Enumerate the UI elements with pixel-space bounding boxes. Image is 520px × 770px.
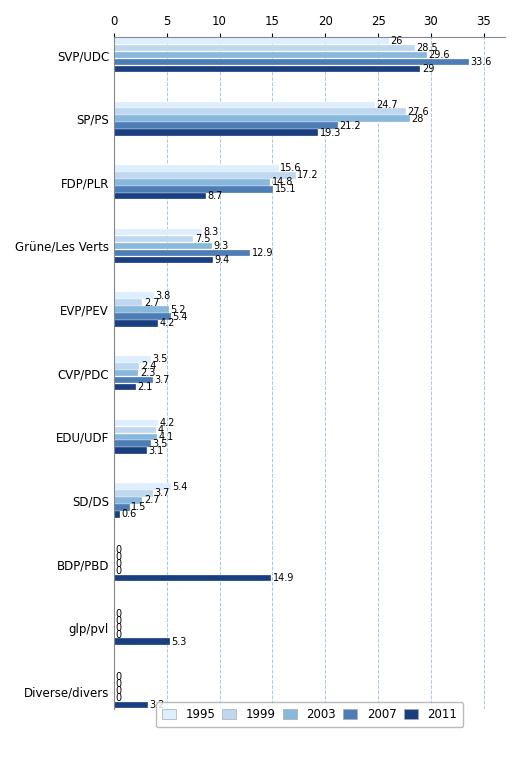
Bar — [114, 256, 213, 263]
Text: 26: 26 — [391, 36, 402, 46]
Text: 0: 0 — [115, 679, 122, 689]
Text: 9.3: 9.3 — [214, 241, 229, 251]
Text: 0: 0 — [115, 552, 122, 562]
Text: 0: 0 — [115, 630, 122, 640]
Bar — [114, 702, 148, 708]
Text: 28.5: 28.5 — [417, 43, 438, 53]
Bar — [114, 52, 427, 59]
Bar — [114, 243, 212, 249]
Bar — [114, 356, 151, 363]
Text: 21.2: 21.2 — [340, 121, 361, 131]
Bar — [114, 179, 270, 186]
Bar — [114, 447, 147, 454]
Bar — [114, 383, 136, 390]
Text: 3.8: 3.8 — [155, 291, 171, 300]
Text: 0.6: 0.6 — [122, 509, 137, 519]
Bar — [114, 45, 415, 52]
Bar — [114, 38, 389, 45]
Bar — [114, 122, 338, 129]
Text: 4: 4 — [158, 425, 164, 435]
Bar — [114, 293, 154, 299]
Bar — [114, 300, 142, 306]
Text: 2.7: 2.7 — [144, 298, 160, 308]
Bar — [114, 320, 158, 326]
Bar — [114, 420, 158, 427]
Bar — [114, 249, 250, 256]
Text: 12.9: 12.9 — [252, 248, 274, 258]
Bar — [114, 490, 153, 497]
Bar — [114, 638, 170, 644]
Bar — [114, 440, 151, 447]
Text: 4.2: 4.2 — [160, 319, 175, 329]
Text: 4.2: 4.2 — [160, 418, 175, 428]
Bar — [114, 102, 375, 108]
Bar — [114, 363, 139, 370]
Text: 15.1: 15.1 — [275, 184, 296, 194]
Bar — [114, 434, 157, 440]
Text: 5.2: 5.2 — [171, 305, 186, 315]
Bar — [114, 497, 142, 504]
Text: 3.5: 3.5 — [152, 439, 168, 449]
Text: 0: 0 — [115, 686, 122, 696]
Text: 3.7: 3.7 — [154, 488, 170, 498]
Text: 7.5: 7.5 — [194, 234, 210, 244]
Text: 28: 28 — [411, 114, 424, 124]
Text: 14.9: 14.9 — [273, 573, 294, 583]
Bar — [114, 574, 271, 581]
Bar — [114, 313, 171, 320]
Text: 3.7: 3.7 — [154, 375, 170, 385]
Bar — [114, 59, 469, 65]
Text: 19.3: 19.3 — [319, 128, 341, 138]
Text: 15.6: 15.6 — [280, 163, 302, 173]
Text: 1.5: 1.5 — [132, 502, 147, 512]
Text: 17.2: 17.2 — [297, 170, 319, 180]
Text: 2.3: 2.3 — [140, 368, 155, 378]
Text: 3.1: 3.1 — [148, 446, 163, 456]
Bar — [114, 109, 406, 115]
Bar — [114, 236, 193, 243]
Bar — [114, 306, 169, 313]
Text: 2.1: 2.1 — [138, 382, 153, 392]
Bar — [114, 65, 421, 72]
Text: 5.4: 5.4 — [173, 312, 188, 322]
Bar — [114, 129, 318, 136]
Text: 3.5: 3.5 — [152, 354, 168, 364]
Text: 0: 0 — [115, 672, 122, 682]
Bar — [114, 186, 274, 192]
Text: 29: 29 — [422, 64, 434, 74]
Text: 8.3: 8.3 — [203, 227, 218, 237]
Text: 14.8: 14.8 — [272, 177, 293, 187]
Text: 29.6: 29.6 — [428, 50, 450, 60]
Bar — [114, 427, 156, 434]
Text: 33.6: 33.6 — [471, 57, 492, 67]
Bar — [114, 504, 129, 511]
Bar — [114, 165, 279, 172]
Text: 4.1: 4.1 — [159, 432, 174, 442]
Text: 5.3: 5.3 — [172, 637, 187, 647]
Bar — [114, 229, 202, 236]
Text: 0: 0 — [115, 609, 122, 619]
Text: 0: 0 — [115, 545, 122, 555]
Text: 0: 0 — [115, 559, 122, 569]
Text: 2.7: 2.7 — [144, 495, 160, 505]
Text: 3.2: 3.2 — [149, 700, 165, 710]
Text: 5.4: 5.4 — [173, 481, 188, 491]
Bar — [114, 511, 120, 517]
Text: 0: 0 — [115, 623, 122, 633]
Text: 9.4: 9.4 — [215, 255, 230, 265]
Bar — [114, 377, 153, 383]
Text: 27.6: 27.6 — [407, 107, 429, 117]
Text: 0: 0 — [115, 566, 122, 576]
Bar — [114, 193, 206, 199]
Bar — [114, 370, 138, 377]
Legend: 1995, 1999, 2003, 2007, 2011: 1995, 1999, 2003, 2007, 2011 — [156, 702, 463, 727]
Text: 0: 0 — [115, 693, 122, 703]
Bar — [114, 484, 171, 490]
Text: 24.7: 24.7 — [376, 100, 398, 110]
Bar — [114, 172, 296, 179]
Text: 2.4: 2.4 — [141, 361, 156, 371]
Text: 8.7: 8.7 — [207, 191, 223, 201]
Bar — [114, 116, 410, 122]
Text: 0: 0 — [115, 616, 122, 626]
